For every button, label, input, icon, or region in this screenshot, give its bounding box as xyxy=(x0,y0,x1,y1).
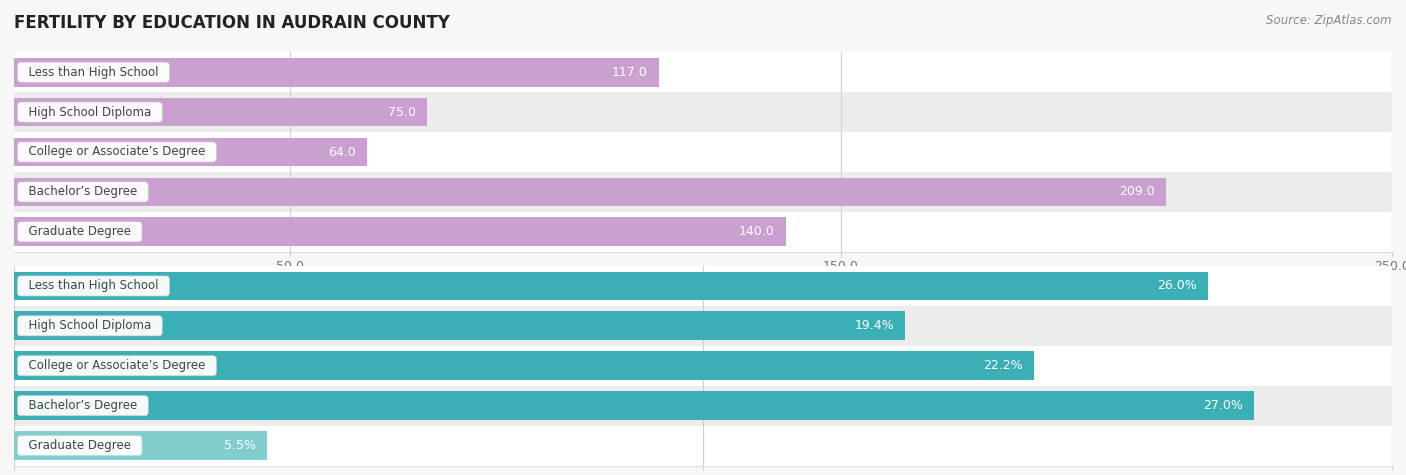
Text: High School Diploma: High School Diploma xyxy=(21,319,159,332)
Text: Graduate Degree: Graduate Degree xyxy=(21,225,138,238)
Text: 22.2%: 22.2% xyxy=(983,359,1022,372)
Bar xyxy=(14,266,1392,306)
Text: 117.0: 117.0 xyxy=(612,66,648,79)
Text: Source: ZipAtlas.com: Source: ZipAtlas.com xyxy=(1267,14,1392,27)
Bar xyxy=(14,312,905,340)
Bar xyxy=(14,218,786,246)
Bar xyxy=(14,132,1392,172)
Text: 19.4%: 19.4% xyxy=(855,319,894,332)
Text: Less than High School: Less than High School xyxy=(21,66,166,79)
Text: 209.0: 209.0 xyxy=(1119,185,1154,199)
Text: 26.0%: 26.0% xyxy=(1157,279,1197,293)
Text: 5.5%: 5.5% xyxy=(224,439,256,452)
Text: 27.0%: 27.0% xyxy=(1204,399,1243,412)
Bar xyxy=(14,426,1392,466)
Bar xyxy=(14,138,367,166)
Text: 64.0: 64.0 xyxy=(328,145,356,159)
Text: 140.0: 140.0 xyxy=(740,225,775,238)
Bar xyxy=(14,346,1392,386)
Bar xyxy=(14,431,267,460)
Bar xyxy=(14,172,1392,212)
Text: Less than High School: Less than High School xyxy=(21,279,166,293)
Bar xyxy=(14,92,1392,132)
Text: Graduate Degree: Graduate Degree xyxy=(21,439,138,452)
Bar xyxy=(14,212,1392,252)
Bar xyxy=(14,352,1033,380)
Bar xyxy=(14,272,1208,300)
Bar xyxy=(14,98,427,126)
Text: FERTILITY BY EDUCATION IN AUDRAIN COUNTY: FERTILITY BY EDUCATION IN AUDRAIN COUNTY xyxy=(14,14,450,32)
Text: Bachelor’s Degree: Bachelor’s Degree xyxy=(21,185,145,199)
Bar xyxy=(14,391,1254,420)
Text: College or Associate’s Degree: College or Associate’s Degree xyxy=(21,145,212,159)
Text: College or Associate’s Degree: College or Associate’s Degree xyxy=(21,359,212,372)
Bar xyxy=(14,52,1392,92)
Text: 75.0: 75.0 xyxy=(388,105,416,119)
Bar xyxy=(14,178,1166,206)
Bar xyxy=(14,58,659,86)
Text: Bachelor’s Degree: Bachelor’s Degree xyxy=(21,399,145,412)
Text: High School Diploma: High School Diploma xyxy=(21,105,159,119)
Bar xyxy=(14,306,1392,346)
Bar xyxy=(14,386,1392,426)
